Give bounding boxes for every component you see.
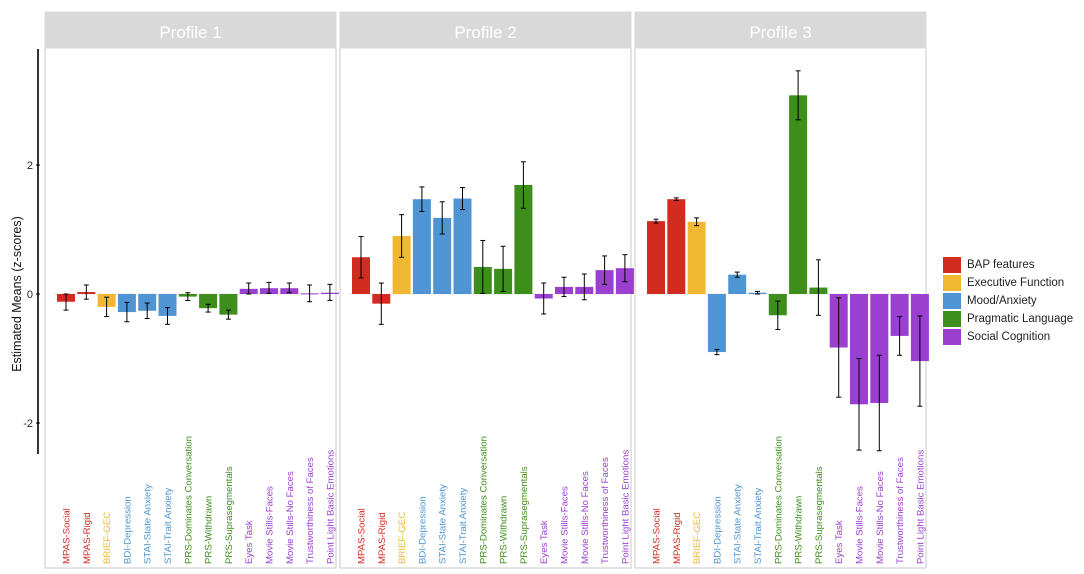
x-tick-label: Movie Stills-Faces: [265, 486, 276, 564]
x-tick-label: BRIEF-GEC: [102, 512, 113, 564]
bar: [514, 184, 533, 294]
x-tick-label: STAI-Trait Anxiety: [458, 488, 469, 564]
x-tick-label: PRS-Withdrawn: [204, 496, 215, 564]
legend-label: Executive Function: [967, 277, 1065, 289]
panel-title: Profile 2: [454, 23, 516, 42]
x-tick-label: PRS-Withdrawn: [794, 496, 805, 564]
bar: [890, 294, 909, 336]
x-tick-label: Trustworthiness of Faces: [305, 457, 316, 564]
x-tick-label: BDI-Depression: [122, 496, 133, 564]
x-tick-label: STAI-Trait Anxiety: [753, 488, 764, 564]
bar: [158, 294, 177, 316]
legend-item: Social Cognition: [943, 328, 1083, 346]
x-tick-label: STAI-State Anxiety: [143, 484, 154, 564]
bar: [412, 199, 431, 294]
bar: [667, 199, 686, 294]
x-tick-label: PRS-Suprasegmentals: [814, 466, 825, 564]
y-tick-label: 2: [27, 160, 33, 172]
bar: [789, 95, 808, 294]
y-tick-label: -2: [23, 418, 33, 430]
x-tick-label: Movie Stills-No Faces: [580, 471, 591, 564]
x-tick-label: Trustworthiness of Faces: [600, 457, 611, 564]
x-tick-label: Point Light Basic Emotions: [620, 450, 631, 564]
x-tick-label: MPAS-Social: [357, 508, 368, 564]
x-tick-label: PRS-Dominates Conversation: [773, 436, 784, 564]
panel-profile-1: Profile 1 MPAS-Social MPAS-Rigid BRIEF-GEC B…: [44, 11, 339, 569]
legend-label: Pragmatic Language: [967, 313, 1074, 325]
x-tick-label: Trustworthiness of Faces: [895, 457, 906, 564]
bar: [647, 221, 665, 294]
y-axis-label: Estimated Means (z-scores): [10, 216, 24, 372]
x-tick-label: STAI-State Anxiety: [733, 484, 744, 564]
bar: [728, 274, 747, 294]
x-tick-label: PRS-Suprasegmentals: [224, 466, 235, 564]
legend-label: BAP features: [967, 259, 1035, 271]
x-tick-label: MPAS-Rigid: [672, 512, 683, 564]
legend-swatch: [943, 275, 961, 291]
x-tick-label: MPAS-Rigid: [82, 512, 93, 564]
panel-strip: [44, 11, 337, 49]
legend-item: Mood/Anxiety: [943, 292, 1083, 310]
x-tick-label: Point Light Basic Emotions: [915, 450, 926, 564]
bar: [870, 294, 889, 404]
panel-strip: [339, 11, 632, 49]
x-tick-label: PRS-Suprasegmentals: [519, 466, 530, 564]
legend-item: Executive Function: [943, 274, 1083, 292]
x-tick-label: MPAS-Social: [652, 508, 663, 564]
x-tick-label: STAI-Trait Anxiety: [163, 488, 174, 564]
panel-strip: [634, 11, 927, 49]
legend-item: Pragmatic Language: [943, 310, 1083, 328]
legend-swatch: [943, 329, 961, 345]
legend-label: Social Cognition: [967, 331, 1051, 343]
bar: [453, 198, 472, 294]
bar: [433, 217, 452, 294]
bar: [392, 235, 411, 294]
panel-title: Profile 1: [159, 23, 221, 42]
x-tick-label: BDI-Depression: [417, 496, 428, 564]
x-tick-label: Point Light Basic Emotions: [325, 450, 336, 564]
x-tick-label: PRS-Dominates Conversation: [478, 436, 489, 564]
bar: [850, 294, 868, 405]
bar: [219, 294, 238, 315]
legend-swatch: [943, 293, 961, 309]
x-tick-label: Movie Stills-Faces: [855, 486, 866, 564]
legend-item: BAP features: [943, 256, 1083, 274]
bar: [687, 221, 706, 294]
x-tick-label: MPAS-Rigid: [377, 512, 388, 564]
panel-profile-2: Profile 2 MPAS-Social MPAS-Rigid BRIEF-GEC B…: [339, 11, 634, 569]
legend-swatch: [943, 311, 961, 327]
x-tick-label: BRIEF-GEC: [692, 512, 703, 564]
x-tick-label: BRIEF-GEC: [397, 512, 408, 564]
x-tick-label: BDI-Depression: [712, 496, 723, 564]
bar: [138, 294, 157, 311]
legend-label: Mood/Anxiety: [967, 295, 1037, 307]
y-tick-label: 0: [27, 289, 33, 301]
x-tick-label: Movie Stills-Faces: [560, 486, 571, 564]
x-tick-label: Eyes Task: [834, 520, 845, 564]
panel-profile-3: Profile 3 MPAS-Social MPAS-Rigid BRIEF-GEC B…: [634, 11, 929, 569]
chart-legend: BAP features Executive Function Mood/Anxie…: [943, 256, 1083, 346]
x-tick-label: MPAS-Social: [62, 508, 73, 564]
panel-title: Profile 3: [749, 23, 811, 42]
x-tick-label: Movie Stills-No Faces: [285, 471, 296, 564]
x-tick-label: PRS-Withdrawn: [499, 496, 510, 564]
x-tick-label: Eyes Task: [244, 520, 255, 564]
x-tick-label: Movie Stills-No Faces: [875, 471, 886, 564]
bar: [199, 294, 218, 309]
x-tick-label: STAI-State Anxiety: [438, 484, 449, 564]
x-tick-label: Eyes Task: [539, 520, 550, 564]
legend-swatch: [943, 257, 961, 273]
bar: [707, 294, 726, 353]
x-tick-label: PRS-Dominates Conversation: [183, 436, 194, 564]
